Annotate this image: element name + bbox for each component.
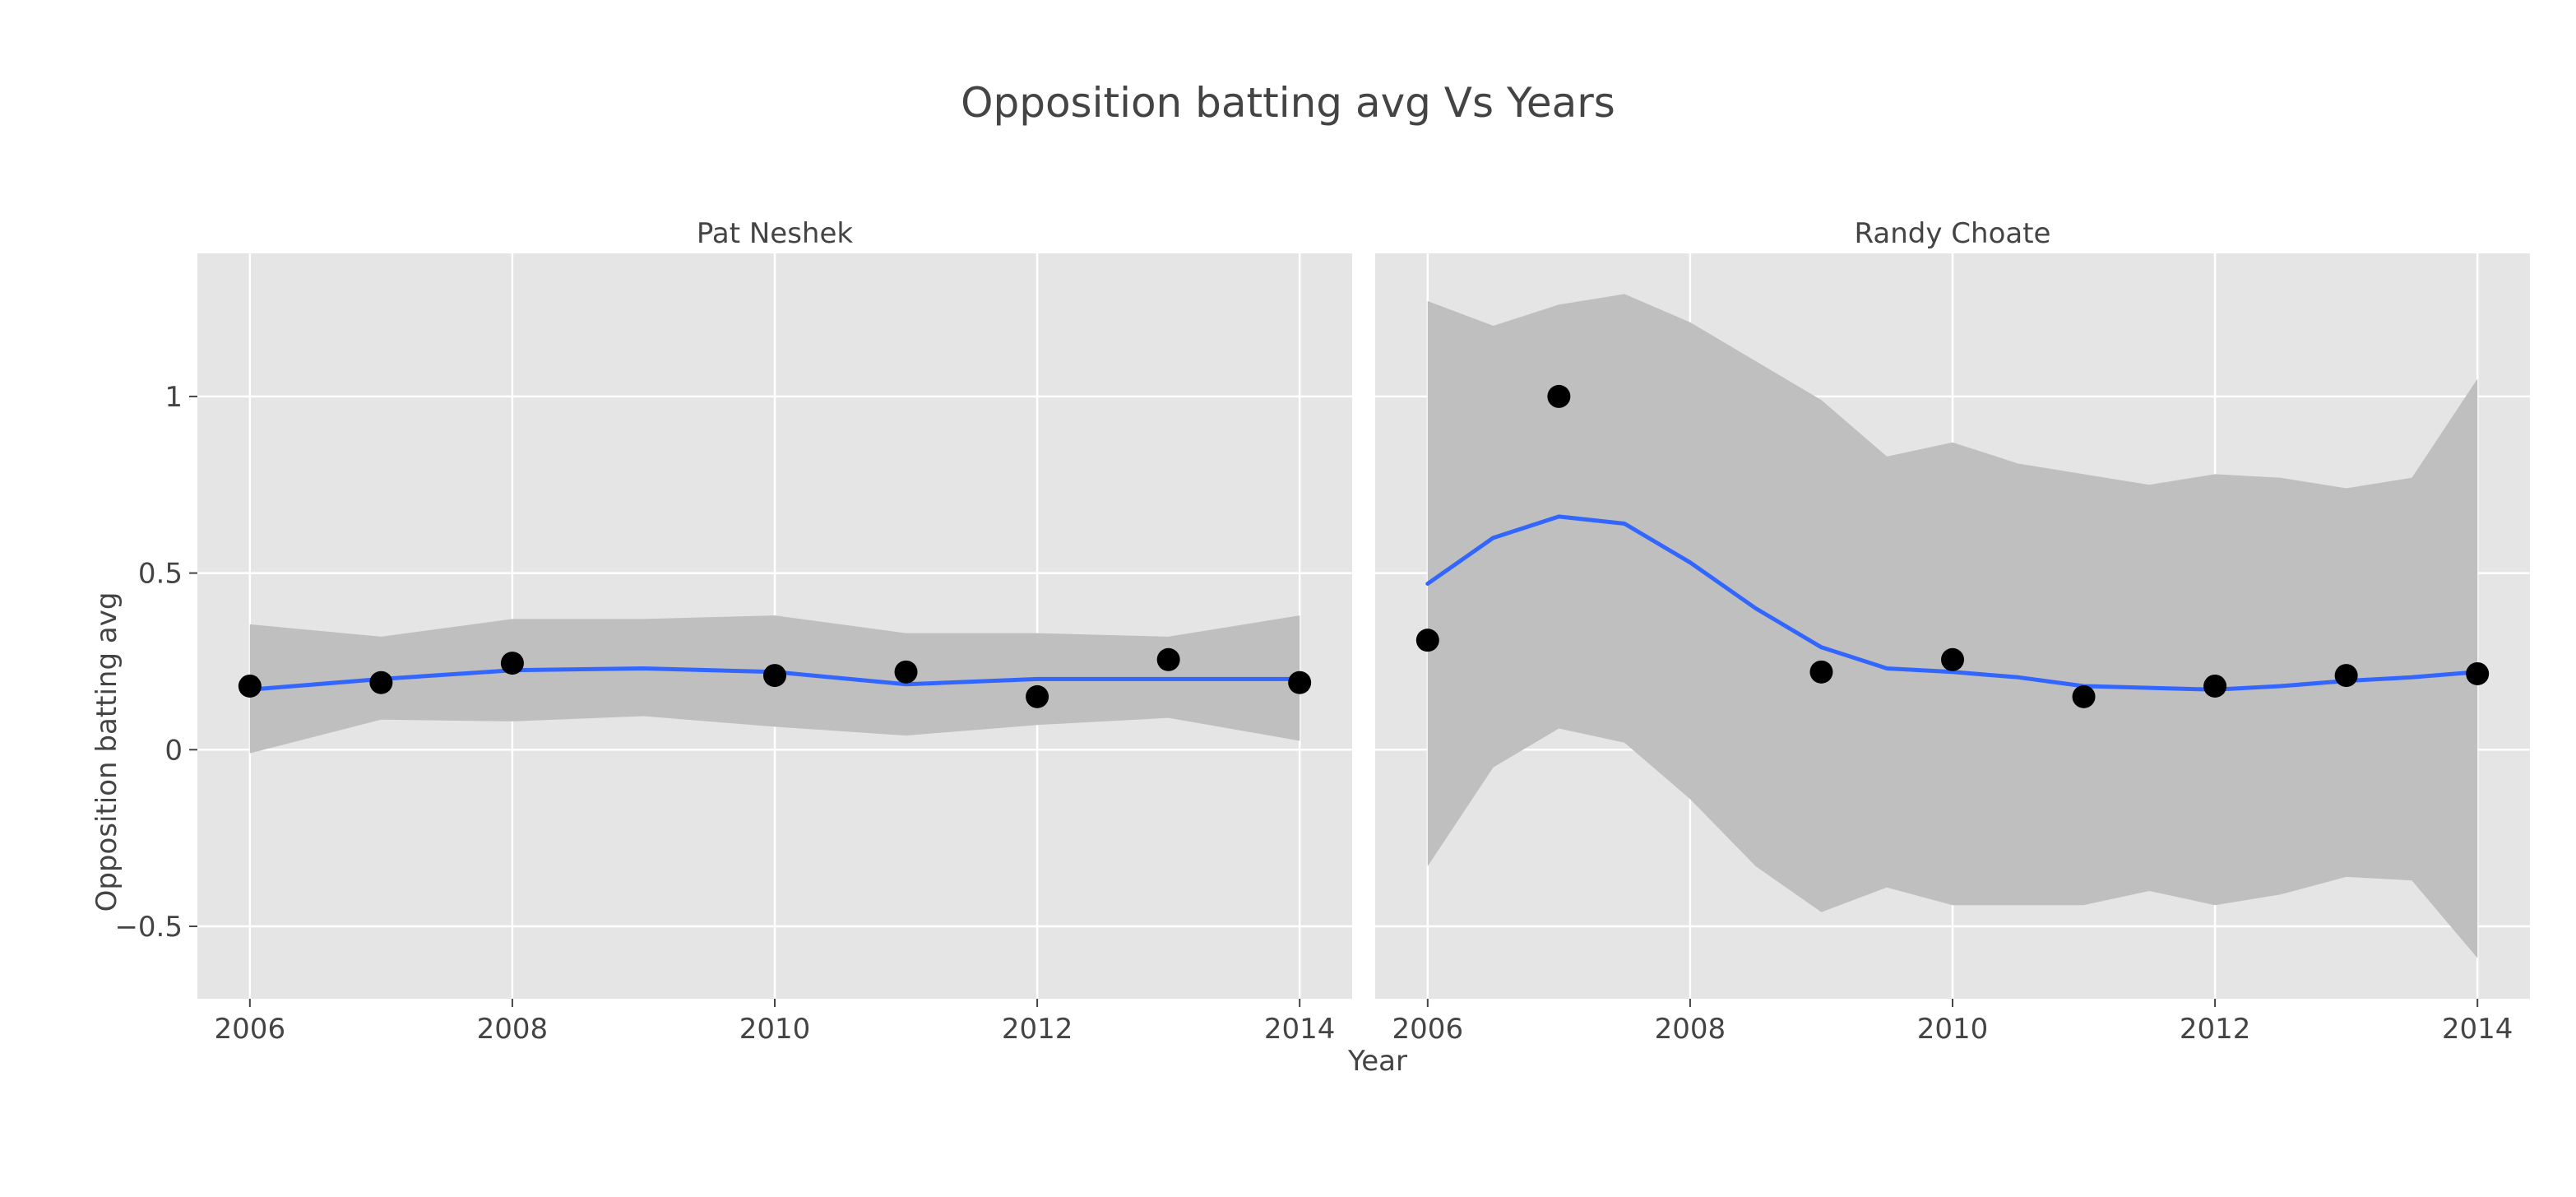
x-tick-label-randy-choate-2006: 2006: [1392, 1013, 1464, 1046]
data-point-pat-neshek-2006: [238, 674, 262, 698]
data-point-pat-neshek-2007: [369, 670, 393, 694]
y-tick-label-0: −0.5: [114, 911, 183, 944]
x-tick-label-randy-choate-2014: 2014: [2442, 1013, 2513, 1046]
data-point-pat-neshek-2008: [500, 652, 524, 675]
data-point-randy-choate-2010: [1941, 647, 1964, 671]
data-point-pat-neshek-2011: [894, 660, 918, 684]
x-tick-label-randy-choate-2012: 2012: [2180, 1013, 2251, 1046]
data-point-randy-choate-2007: [1547, 384, 1571, 408]
data-point-randy-choate-2014: [2466, 661, 2490, 685]
smooth-line-randy-choate: [1425, 514, 2480, 692]
x-tick-label-randy-choate-2010: 2010: [1917, 1013, 1989, 1046]
y-tick-label-1: 0: [164, 734, 183, 767]
data-point-randy-choate-2013: [2334, 664, 2358, 688]
data-point-pat-neshek-2012: [1026, 684, 1049, 708]
data-point-randy-choate-2006: [1415, 629, 1439, 652]
x-tick-label-pat-neshek-2010: 2010: [739, 1013, 811, 1046]
data-point-pat-neshek-2010: [763, 664, 786, 688]
x-tick-label-randy-choate-2008: 2008: [1655, 1013, 1726, 1046]
x-tick-label-pat-neshek-2008: 2008: [477, 1013, 549, 1046]
data-point-pat-neshek-2013: [1156, 647, 1180, 671]
x-tick-label-pat-neshek-2006: 2006: [215, 1013, 286, 1046]
x-tick-label-pat-neshek-2014: 2014: [1264, 1013, 1336, 1046]
data-point-randy-choate-2009: [1809, 660, 1833, 684]
facet-title-pat-neshek: Pat Neshek: [696, 217, 854, 250]
x-tick-label-pat-neshek-2012: 2012: [1002, 1013, 1073, 1046]
chart-title: Opposition batting avg Vs Years: [961, 79, 1615, 127]
confidence-ribbon-randy-choate: [1427, 294, 2478, 958]
y-tick-label-2: 0.5: [138, 558, 183, 591]
facet-title-randy-choate: Randy Choate: [1854, 217, 2051, 250]
data-point-randy-choate-2012: [2203, 674, 2227, 698]
data-point-randy-choate-2011: [2072, 684, 2096, 708]
x-axis-title: Year: [1348, 1045, 1407, 1078]
y-tick-label-3: 1: [164, 381, 183, 414]
data-point-pat-neshek-2014: [1288, 670, 1312, 694]
